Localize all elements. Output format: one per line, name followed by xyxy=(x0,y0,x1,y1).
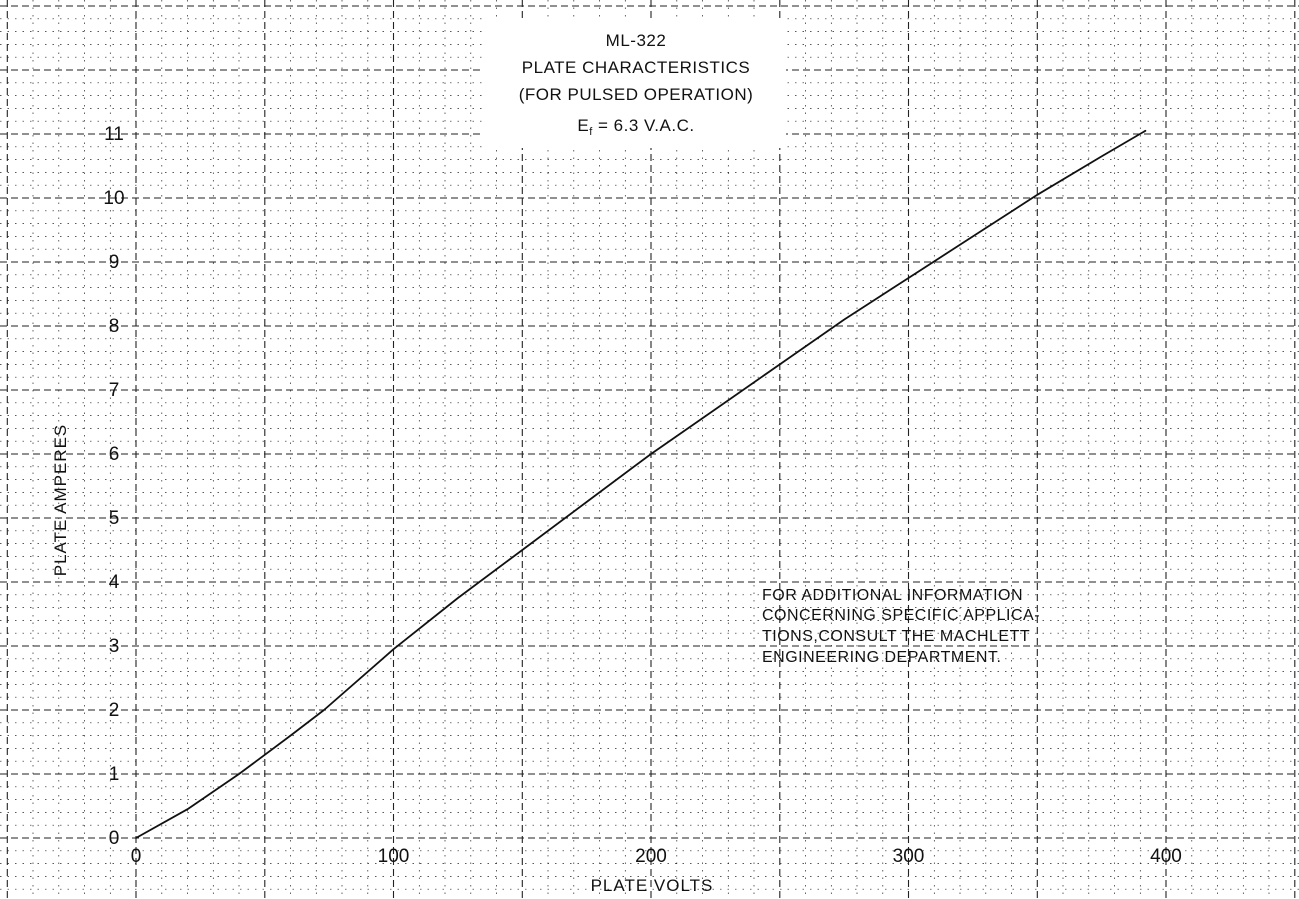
series xyxy=(135,129,1147,839)
x-tick-label: 200 xyxy=(635,846,667,867)
y-axis-label: PLATE AMPERES xyxy=(51,424,70,577)
y-tick-label: 1 xyxy=(109,764,120,785)
condition-symbol: E xyxy=(577,116,589,135)
filament-voltage-condition: Ef = 6.3 V.A.C. xyxy=(577,116,694,138)
series-line xyxy=(135,129,1147,839)
note-line-1: FOR ADDITIONAL INFORMATION xyxy=(762,587,1023,604)
condition-value: = 6.3 V.A.C. xyxy=(593,116,695,135)
x-axis-label: PLATE VOLTS xyxy=(591,876,714,895)
title-box xyxy=(484,18,786,148)
note-block: FOR ADDITIONAL INFORMATION CONCERNING SP… xyxy=(762,587,1040,666)
y-tick-label: 0 xyxy=(109,828,120,849)
tick-labels: 0 1 2 3 4 5 6 7 8 9 10 11 0 100 200 300 400 xyxy=(103,124,1181,867)
y-tick-label: 8 xyxy=(109,316,120,337)
chart-subtitle-2: (FOR PULSED OPERATION) xyxy=(519,85,754,104)
note-line-2: CONCERNING SPECIFIC APPLICA- xyxy=(762,607,1040,624)
y-tick-label: 9 xyxy=(109,252,120,273)
y-tick-label: 3 xyxy=(109,636,120,657)
y-tick-label: 7 xyxy=(109,380,120,401)
condition-subscript: f xyxy=(589,126,593,138)
x-tick-label: 0 xyxy=(131,846,142,867)
y-tick-label: 5 xyxy=(109,508,120,529)
chart-title: ML-322 xyxy=(606,31,667,50)
x-tick-label: 400 xyxy=(1150,846,1182,867)
y-tick-label: 6 xyxy=(109,444,120,465)
note-line-4: ENGINEERING DEPARTMENT. xyxy=(762,649,1001,666)
x-tick-label: 100 xyxy=(378,846,410,867)
y-tick-label: 10 xyxy=(103,188,124,209)
note-line-3: TIONS,CONSULT THE MACHLETT xyxy=(762,628,1030,645)
x-tick-label: 300 xyxy=(893,846,925,867)
y-tick-label: 2 xyxy=(109,700,120,721)
title-block: ML-322 PLATE CHARACTERISTICS (FOR PULSED… xyxy=(484,18,786,148)
chart-subtitle: PLATE CHARACTERISTICS xyxy=(522,58,750,77)
y-tick-label: 4 xyxy=(109,572,120,593)
y-tick-label: 11 xyxy=(104,124,124,145)
